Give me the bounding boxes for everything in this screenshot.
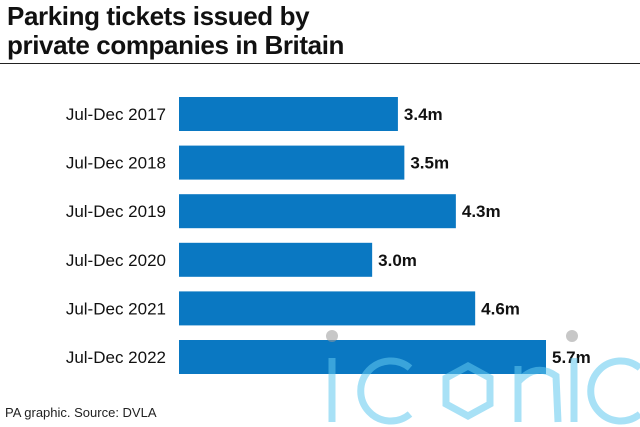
- value-label: 3.4m: [404, 105, 443, 124]
- chart-title: Parking tickets issued by private compan…: [7, 2, 607, 60]
- category-label: Jul-Dec 2021: [66, 299, 166, 318]
- bar: [179, 340, 546, 374]
- category-label: Jul-Dec 2022: [66, 348, 166, 367]
- watermark-lettering: [326, 330, 640, 425]
- category-label: Jul-Dec 2018: [66, 154, 166, 173]
- title-divider: [0, 63, 640, 64]
- iconic-watermark-logo: [326, 330, 640, 425]
- bar: [179, 97, 398, 131]
- category-label: Jul-Dec 2020: [66, 251, 166, 270]
- bar: [179, 291, 476, 326]
- category-label: Jul-Dec 2019: [66, 202, 166, 221]
- source-note: PA graphic. Source: DVLA: [5, 405, 157, 420]
- category-label: Jul-Dec 2017: [66, 105, 166, 124]
- value-label: 3.0m: [378, 251, 417, 270]
- bar: [179, 145, 405, 180]
- bar: [179, 194, 456, 229]
- value-label: 3.5m: [410, 154, 449, 173]
- value-label: 4.3m: [462, 202, 501, 221]
- chart-title-line-1: Parking tickets issued by: [7, 1, 310, 31]
- chart-title-line-2: private companies in Britain: [7, 30, 345, 60]
- value-label: 4.6m: [481, 299, 520, 318]
- bar: [179, 242, 373, 277]
- value-label: 5.7m: [552, 348, 591, 367]
